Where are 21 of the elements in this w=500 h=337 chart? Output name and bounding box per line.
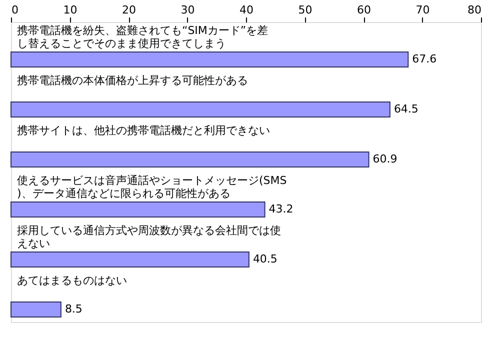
y-tick-label: あてはまるものはない — [17, 274, 127, 287]
data-label: 40.5 — [252, 252, 278, 266]
y-tick-label: 使えるサービスは音声通話やショートメッセージ(SMS)、データ通信などに限られる可能性がある — [17, 174, 287, 200]
data-label: 60.9 — [372, 152, 398, 166]
y-tick-label: 携帯電話機を紛失、盗難されても“SIMカード”を差し替えることでそのまま使用できてしまう — [17, 24, 268, 50]
data-label: 67.6 — [412, 52, 437, 66]
data-label: 43.2 — [268, 202, 294, 216]
x-tick-label: 20 — [122, 4, 136, 16]
y-tick-label: 携帯電話機の本体価格が上昇する可能性がある — [17, 74, 248, 87]
x-tick-label: 10 — [63, 4, 78, 16]
x-tick-label: 60 — [357, 4, 371, 16]
y-tick-label: 携帯サイトは、他社の携帯電話機だと利用できない — [17, 124, 270, 137]
x-tick-label: 40 — [240, 4, 254, 16]
y-tick-label: 採用している通信方式や周波数が異なる会社間では使えない — [17, 224, 281, 250]
x-tick-label: 80 — [468, 4, 482, 16]
x-tick-label: 50 — [298, 4, 312, 16]
data-label: 8.5 — [64, 302, 82, 316]
x-tick-label: 0 — [12, 4, 18, 16]
x-tick-label: 30 — [180, 4, 195, 16]
data-label: 64.5 — [394, 102, 418, 116]
x-tick-label: 70 — [416, 4, 430, 16]
